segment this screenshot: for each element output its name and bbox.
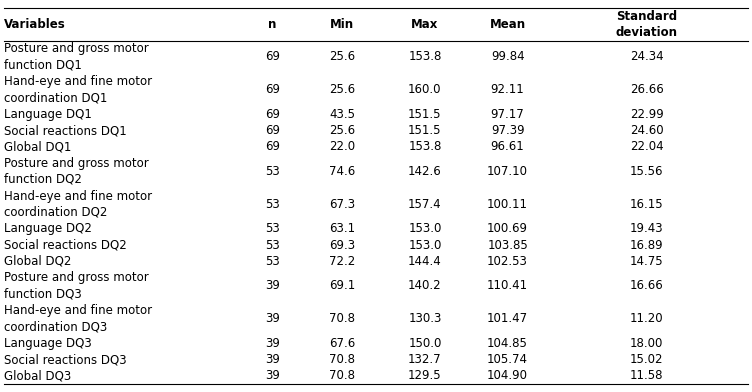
Text: 92.11: 92.11 [491,83,524,96]
Text: 16.15: 16.15 [630,198,663,211]
Text: 24.34: 24.34 [630,51,663,64]
Text: 70.8: 70.8 [329,353,355,366]
Text: 67.3: 67.3 [329,198,355,211]
Text: 53: 53 [265,239,280,252]
Text: 24.60: 24.60 [630,124,663,137]
Text: Hand-eye and fine motor
coordination DQ3: Hand-eye and fine motor coordination DQ3 [4,304,152,333]
Text: 142.6: 142.6 [408,165,441,178]
Text: Global DQ3: Global DQ3 [4,370,71,383]
Text: 43.5: 43.5 [329,108,355,121]
Text: Social reactions DQ2: Social reactions DQ2 [4,239,126,252]
Text: 153.0: 153.0 [408,222,441,235]
Text: Posture and gross motor
function DQ3: Posture and gross motor function DQ3 [4,272,148,301]
Text: 157.4: 157.4 [408,198,441,211]
Text: Hand-eye and fine motor
coordination DQ1: Hand-eye and fine motor coordination DQ1 [4,75,152,104]
Text: 100.69: 100.69 [487,222,528,235]
Text: Language DQ3: Language DQ3 [4,337,92,350]
Text: 101.47: 101.47 [487,312,528,325]
Text: 69: 69 [265,51,280,64]
Text: 74.6: 74.6 [329,165,355,178]
Text: Posture and gross motor
function DQ1: Posture and gross motor function DQ1 [4,42,148,71]
Text: 11.20: 11.20 [630,312,663,325]
Text: 97.17: 97.17 [491,108,524,121]
Text: 100.11: 100.11 [487,198,528,211]
Text: 153.8: 153.8 [408,51,441,64]
Text: 96.61: 96.61 [491,140,524,153]
Text: 99.84: 99.84 [491,51,524,64]
Text: 16.66: 16.66 [630,279,663,292]
Text: 19.43: 19.43 [630,222,663,235]
Text: 16.89: 16.89 [630,239,663,252]
Text: Social reactions DQ1: Social reactions DQ1 [4,124,126,137]
Text: 69: 69 [265,83,280,96]
Text: 69: 69 [265,124,280,137]
Text: Social reactions DQ3: Social reactions DQ3 [4,353,126,366]
Text: n: n [268,18,277,31]
Text: 14.75: 14.75 [630,255,663,268]
Text: 70.8: 70.8 [329,370,355,383]
Text: 140.2: 140.2 [408,279,441,292]
Text: 15.02: 15.02 [630,353,663,366]
Text: 102.53: 102.53 [487,255,528,268]
Text: 110.41: 110.41 [487,279,528,292]
Text: 70.8: 70.8 [329,312,355,325]
Text: 39: 39 [265,370,280,383]
Text: Standard
deviation: Standard deviation [616,10,678,39]
Text: 39: 39 [265,353,280,366]
Text: Mean: Mean [490,18,526,31]
Text: Hand-eye and fine motor
coordination DQ2: Hand-eye and fine motor coordination DQ2 [4,190,152,219]
Text: 53: 53 [265,198,280,211]
Text: 22.99: 22.99 [630,108,663,121]
Text: 18.00: 18.00 [630,337,663,350]
Text: 53: 53 [265,222,280,235]
Text: 107.10: 107.10 [487,165,528,178]
Text: 69.3: 69.3 [329,239,355,252]
Text: 104.85: 104.85 [487,337,528,350]
Text: 129.5: 129.5 [408,370,441,383]
Text: 22.04: 22.04 [630,140,663,153]
Text: 153.0: 153.0 [408,239,441,252]
Text: Global DQ1: Global DQ1 [4,140,71,153]
Text: 104.90: 104.90 [487,370,528,383]
Text: 69: 69 [265,108,280,121]
Text: 103.85: 103.85 [487,239,528,252]
Text: 25.6: 25.6 [329,124,355,137]
Text: 25.6: 25.6 [329,51,355,64]
Text: 63.1: 63.1 [329,222,355,235]
Text: 97.39: 97.39 [491,124,524,137]
Text: 130.3: 130.3 [408,312,441,325]
Text: 153.8: 153.8 [408,140,441,153]
Text: 132.7: 132.7 [408,353,441,366]
Text: Language DQ2: Language DQ2 [4,222,92,235]
Text: Global DQ2: Global DQ2 [4,255,71,268]
Text: Max: Max [411,18,438,31]
Text: 15.56: 15.56 [630,165,663,178]
Text: 150.0: 150.0 [408,337,441,350]
Text: 151.5: 151.5 [408,108,441,121]
Text: Posture and gross motor
function DQ2: Posture and gross motor function DQ2 [4,157,148,186]
Text: Variables: Variables [4,18,65,31]
Text: 67.6: 67.6 [329,337,355,350]
Text: 72.2: 72.2 [329,255,355,268]
Text: 25.6: 25.6 [329,83,355,96]
Text: 22.0: 22.0 [329,140,355,153]
Text: 69: 69 [265,140,280,153]
Text: 39: 39 [265,279,280,292]
Text: Min: Min [330,18,354,31]
Text: 39: 39 [265,337,280,350]
Text: 39: 39 [265,312,280,325]
Text: 26.66: 26.66 [630,83,663,96]
Text: 11.58: 11.58 [630,370,663,383]
Text: 160.0: 160.0 [408,83,441,96]
Text: 69.1: 69.1 [329,279,355,292]
Text: 53: 53 [265,255,280,268]
Text: Language DQ1: Language DQ1 [4,108,92,121]
Text: 53: 53 [265,165,280,178]
Text: 144.4: 144.4 [408,255,441,268]
Text: 105.74: 105.74 [487,353,528,366]
Text: 151.5: 151.5 [408,124,441,137]
